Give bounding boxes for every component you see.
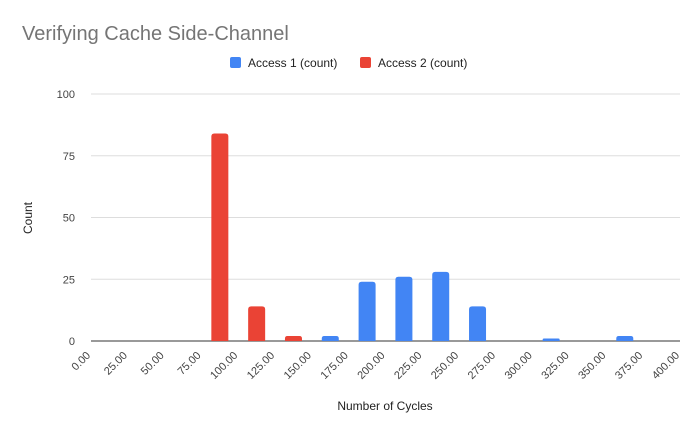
x-axis-title: Number of Cycles	[337, 399, 432, 413]
y-tick-label: 100	[57, 89, 75, 101]
chart-title: Verifying Cache Side-Channel	[22, 23, 289, 45]
x-tick-label: 100.00	[208, 350, 240, 382]
x-tick-label: 150.00	[282, 350, 314, 382]
bar-series-1-250.00	[432, 271, 450, 341]
bar-series-1-200.00	[358, 281, 376, 341]
x-tick-label: 75.00	[176, 350, 204, 378]
x-tick-label: 0.00	[69, 350, 93, 374]
legend-label-series-1: Access 1 (count)	[248, 56, 337, 70]
y-axis-ticks: 0 25 50 75 100	[57, 89, 75, 348]
gridlines	[91, 93, 680, 342]
x-tick-label: 125.00	[245, 350, 277, 382]
x-tick-label: 400.00	[650, 350, 682, 382]
y-tick-label: 75	[63, 151, 75, 163]
bars	[211, 133, 634, 341]
x-tick-label: 250.00	[429, 350, 461, 382]
x-axis-ticks: 0.00 25.00 50.00 75.00 100.00 125.00 150.00 175…	[69, 350, 682, 382]
bar-series-2-125.00	[248, 306, 266, 341]
legend-swatch-series-2	[360, 57, 371, 68]
x-tick-label: 25.00	[102, 350, 130, 378]
bar-series-1-375.00	[616, 336, 634, 341]
bar-series-1-275.00	[469, 306, 487, 341]
x-tick-label: 375.00	[613, 350, 645, 382]
y-tick-label: 0	[69, 336, 75, 348]
bar-series-2-150.00	[284, 336, 302, 341]
x-tick-label: 50.00	[139, 350, 167, 378]
legend-swatch-series-1	[230, 57, 241, 68]
legend-label-series-2: Access 2 (count)	[378, 56, 467, 70]
bar-series-2-100.00	[211, 133, 229, 341]
x-tick-label: 325.00	[539, 350, 571, 382]
legend: Access 1 (count) Access 2 (count)	[230, 56, 467, 70]
y-tick-label: 50	[63, 213, 75, 225]
x-tick-label: 300.00	[503, 350, 535, 382]
x-tick-label: 350.00	[576, 350, 608, 382]
bar-series-1-175.00	[321, 336, 339, 341]
y-tick-label: 25	[63, 274, 75, 286]
x-tick-label: 200.00	[355, 350, 387, 382]
x-tick-label: 225.00	[392, 350, 424, 382]
x-tick-label: 275.00	[466, 350, 498, 382]
bar-series-1-325.00	[542, 338, 560, 341]
y-axis-title: Count	[21, 201, 35, 234]
bar-series-1-225.00	[395, 276, 413, 341]
x-tick-label: 175.00	[319, 350, 351, 382]
